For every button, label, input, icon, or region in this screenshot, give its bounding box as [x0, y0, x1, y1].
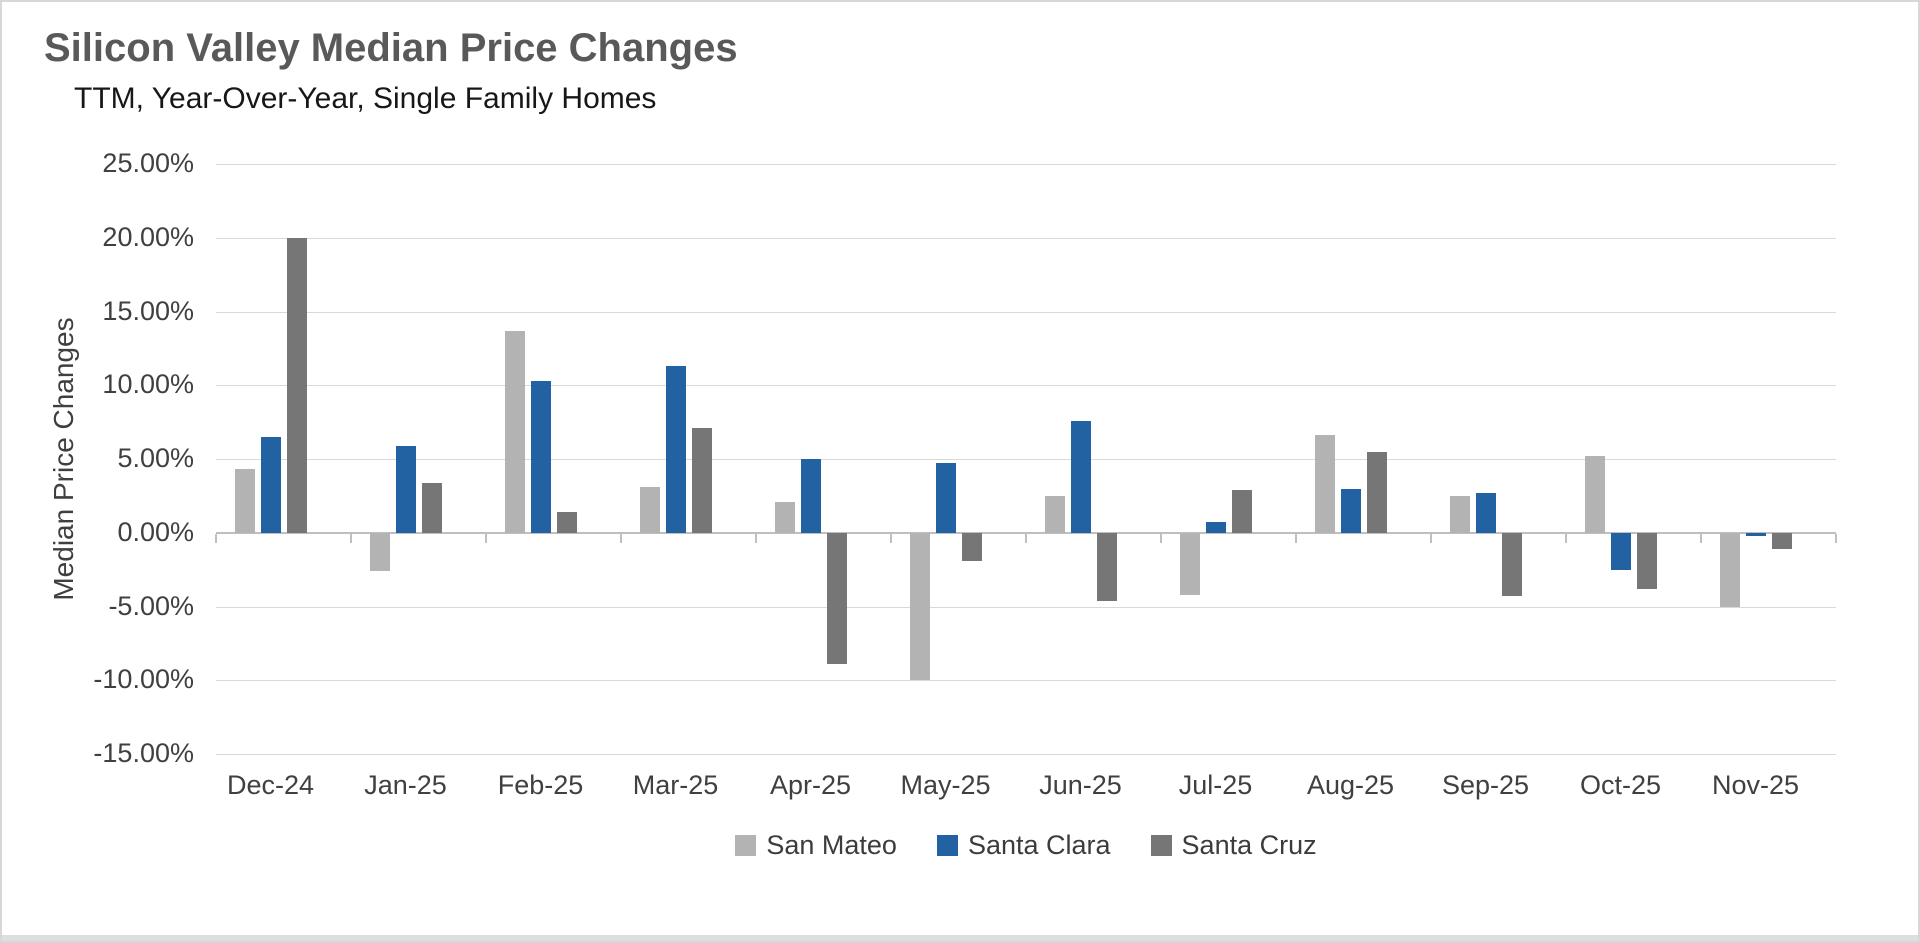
x-axis-label-may-25: May-25 — [900, 770, 991, 800]
chart-title: Silicon Valley Median Price Changes — [44, 26, 738, 70]
bar-san-mateo-jun-25 — [1044, 495, 1065, 533]
gridline--5 — [216, 606, 1836, 608]
bar-santa-clara-aug-25 — [1340, 488, 1361, 533]
y-axis-tick-label: 25.00% — [102, 148, 194, 178]
bar-santa-cruz-jun-25 — [1096, 532, 1117, 601]
legend-swatch-icon — [1150, 835, 1172, 856]
bar-santa-clara-jul-25 — [1205, 522, 1226, 533]
gridline-15 — [216, 311, 1836, 313]
x-axis-tick — [755, 533, 757, 543]
chart-legend: San Mateo Santa Clara Santa Cruz — [216, 830, 1836, 861]
bar-santa-cruz-sep-25 — [1501, 532, 1522, 597]
legend-item-santa-cruz: Santa Cruz — [1150, 830, 1317, 861]
legend-swatch-icon — [735, 835, 757, 856]
x-axis-line — [216, 531, 1836, 534]
bar-santa-cruz-aug-25 — [1366, 451, 1387, 533]
legend-swatch-icon — [936, 835, 958, 856]
gridline-5 — [216, 459, 1836, 460]
y-axis-tick-label: -5.00% — [108, 590, 194, 621]
bar-santa-cruz-feb-25 — [556, 512, 577, 533]
x-axis-tick — [1295, 533, 1297, 543]
gridline-25 — [216, 164, 1836, 165]
x-axis-tick — [350, 533, 352, 543]
x-axis-tick — [1700, 533, 1702, 543]
x-axis-tick — [890, 533, 892, 543]
bar-santa-cruz-oct-25 — [1636, 532, 1657, 589]
x-axis-tick — [215, 533, 217, 543]
bar-santa-clara-mar-25 — [665, 366, 686, 533]
y-axis-tick-label: 5.00% — [117, 443, 194, 473]
gridline--15 — [216, 754, 1836, 755]
x-axis-tick — [1025, 533, 1027, 543]
bar-santa-clara-apr-25 — [800, 459, 821, 533]
x-axis-label-feb-25: Feb-25 — [497, 770, 584, 800]
x-axis-tick — [1430, 533, 1432, 543]
x-axis-label-aug-25: Aug-25 — [1306, 770, 1395, 800]
x-axis-label-oct-25: Oct-25 — [1579, 770, 1662, 800]
bar-santa-cruz-jul-25 — [1231, 489, 1252, 533]
bar-santa-clara-may-25 — [935, 463, 956, 533]
gridline-20 — [216, 237, 1836, 239]
x-axis-tick — [485, 533, 487, 543]
legend-item-santa-clara: Santa Clara — [936, 830, 1111, 861]
bar-santa-clara-oct-25 — [1610, 532, 1631, 570]
legend-item-san-mateo: San Mateo — [735, 830, 897, 861]
bar-san-mateo-nov-25 — [1719, 532, 1740, 607]
bar-san-mateo-mar-25 — [639, 487, 660, 533]
x-axis-label-mar-25: Mar-25 — [632, 770, 719, 800]
x-axis-label-nov-25: Nov-25 — [1711, 770, 1800, 800]
gridline-10 — [216, 385, 1836, 387]
bar-santa-cruz-apr-25 — [826, 532, 847, 665]
x-axis-tick — [1565, 533, 1567, 543]
x-axis-label-sep-25: Sep-25 — [1441, 770, 1530, 800]
bar-san-mateo-feb-25 — [504, 330, 525, 533]
bar-santa-clara-nov-25 — [1745, 532, 1766, 536]
x-axis-label-jun-25: Jun-25 — [1039, 770, 1122, 800]
y-axis-tick-label: -10.00% — [93, 664, 194, 695]
x-axis-label-jul-25: Jul-25 — [1178, 770, 1253, 800]
x-axis-tick — [620, 533, 622, 543]
legend-label: Santa Cruz — [1181, 830, 1317, 860]
bar-san-mateo-oct-25 — [1584, 456, 1605, 533]
bar-san-mateo-sep-25 — [1449, 495, 1470, 533]
chart-subtitle: TTM, Year-Over-Year, Single Family Homes — [74, 82, 657, 115]
bar-santa-clara-dec-24 — [260, 436, 281, 533]
x-axis-tick — [1160, 533, 1162, 543]
window-bottom-edge — [2, 935, 1918, 941]
y-axis-tick-label: 10.00% — [102, 369, 194, 400]
y-axis-tick-label: -15.00% — [93, 738, 194, 768]
y-axis-tick-label: 0.00% — [117, 516, 194, 547]
bar-san-mateo-jul-25 — [1179, 532, 1200, 595]
bar-santa-clara-feb-25 — [530, 380, 551, 533]
y-axis-tick-label: 15.00% — [102, 295, 194, 326]
bar-san-mateo-aug-25 — [1314, 435, 1335, 533]
legend-label: San Mateo — [766, 830, 897, 860]
bar-santa-cruz-mar-25 — [691, 428, 712, 533]
bar-santa-cruz-jan-25 — [421, 482, 442, 533]
y-axis-tick-label: 20.00% — [102, 221, 194, 252]
bar-san-mateo-dec-24 — [234, 469, 255, 533]
bar-santa-cruz-dec-24 — [286, 237, 307, 533]
bar-santa-cruz-nov-25 — [1771, 532, 1792, 549]
bar-santa-clara-jan-25 — [395, 445, 416, 533]
x-axis-label-jan-25: Jan-25 — [364, 770, 447, 800]
bar-santa-clara-jun-25 — [1070, 420, 1091, 533]
bar-santa-clara-sep-25 — [1475, 492, 1496, 533]
bar-san-mateo-may-25 — [909, 532, 930, 681]
bar-santa-cruz-may-25 — [961, 532, 982, 561]
x-axis-tick — [1835, 533, 1837, 543]
bar-san-mateo-jan-25 — [369, 532, 390, 572]
x-axis-label-dec-24: Dec-24 — [226, 770, 315, 800]
x-axis-label-apr-25: Apr-25 — [769, 770, 852, 800]
legend-label: Santa Clara — [967, 830, 1111, 860]
bar-san-mateo-apr-25 — [774, 501, 795, 533]
gridline--10 — [216, 680, 1836, 682]
